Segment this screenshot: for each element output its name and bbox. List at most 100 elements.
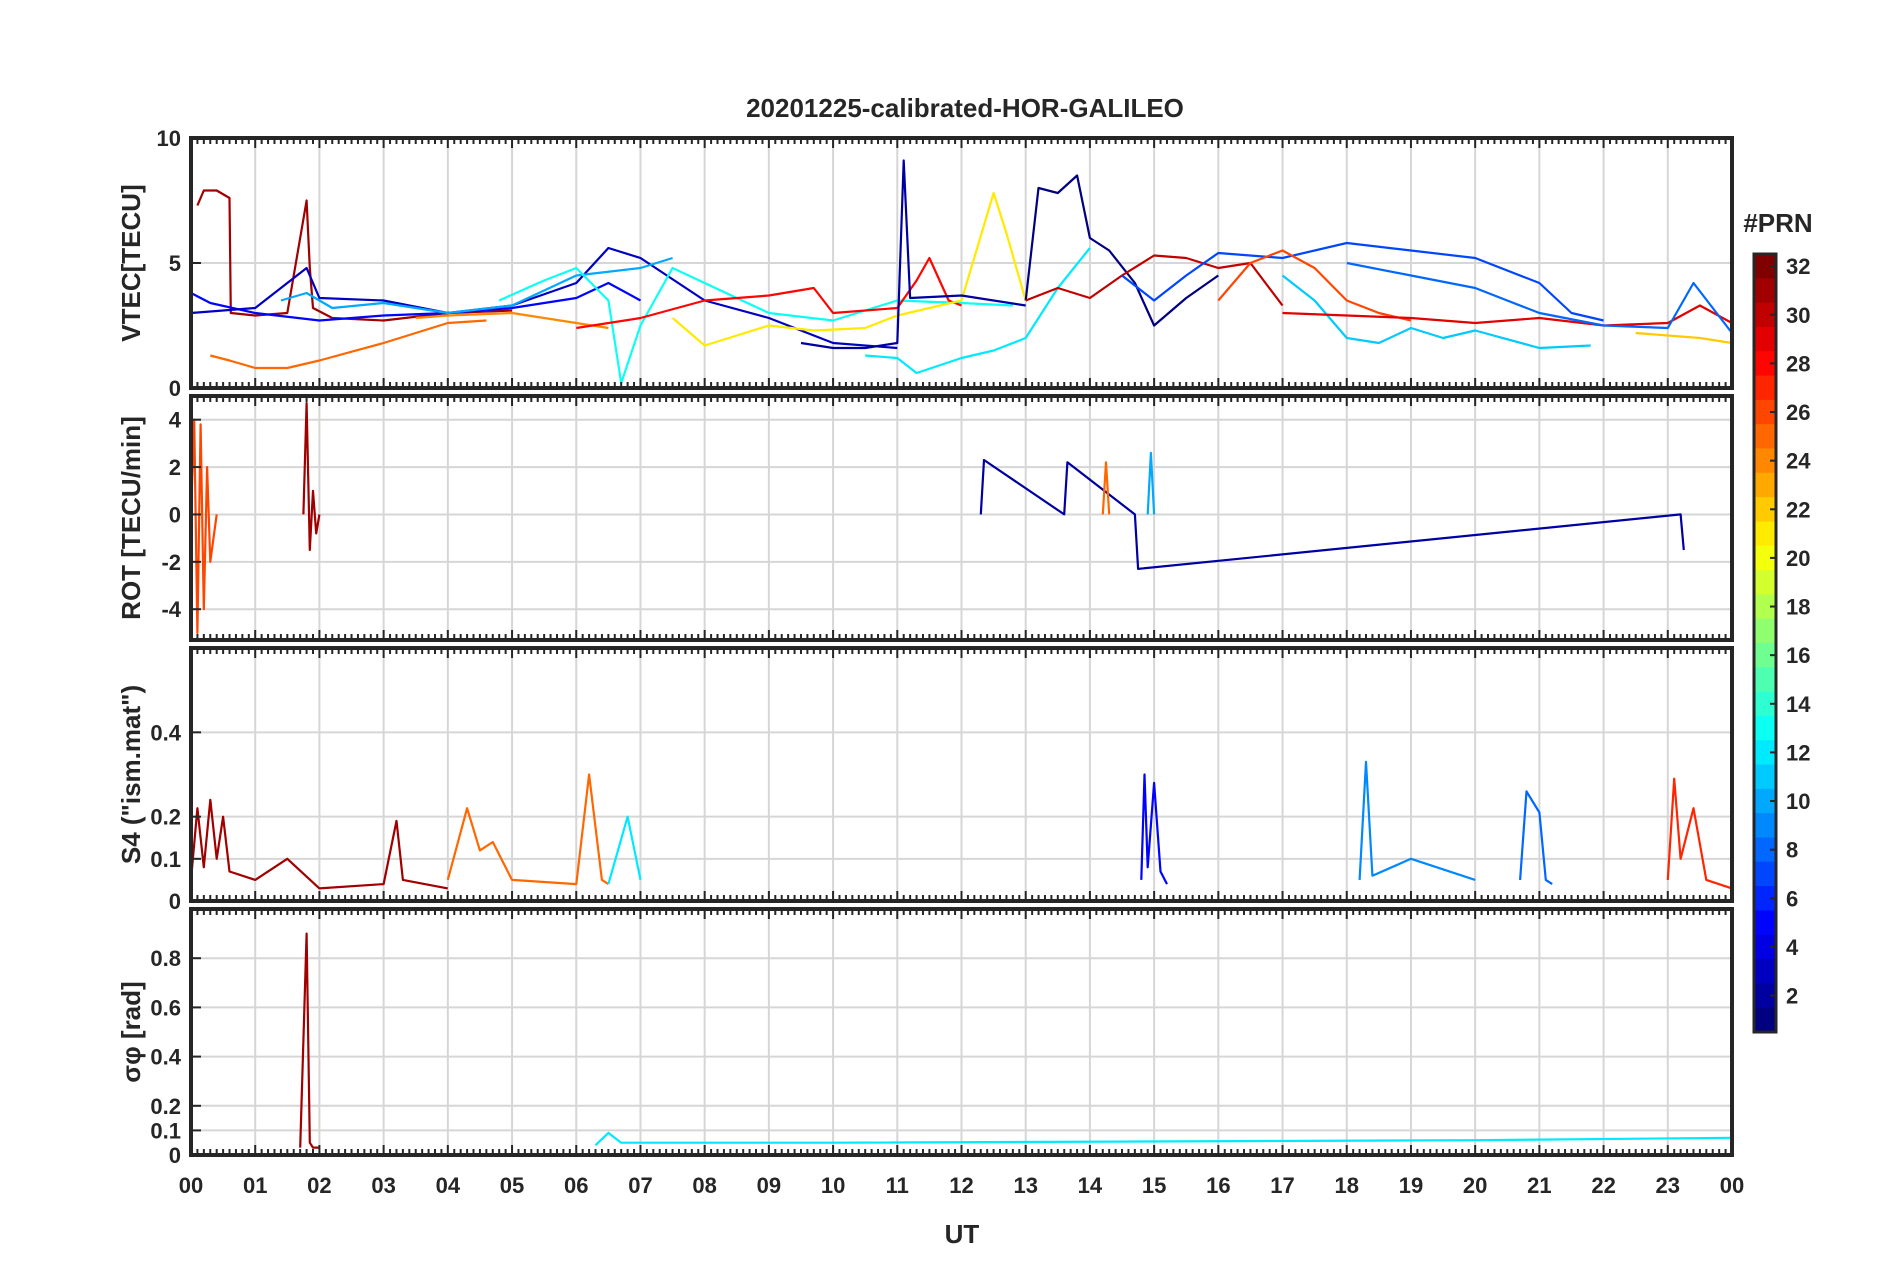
y-tick-label: 0.2 bbox=[150, 1094, 181, 1119]
colorbar-segment bbox=[1754, 545, 1776, 571]
x-tick-label: 04 bbox=[436, 1173, 461, 1198]
colorbar-tick-label: 16 bbox=[1786, 643, 1810, 668]
x-tick-label: 18 bbox=[1335, 1173, 1359, 1198]
colorbar-segment bbox=[1754, 715, 1776, 741]
colorbar-segment bbox=[1754, 448, 1776, 474]
series-line-prn-2 bbox=[800, 159, 1026, 350]
series-line-prn-31 bbox=[299, 932, 320, 1149]
series-line-prn-11 bbox=[1281, 274, 1591, 350]
colorbar-segment bbox=[1754, 302, 1776, 328]
series-line-prn-13 bbox=[498, 266, 1013, 385]
series-line-prn-3 bbox=[191, 246, 898, 350]
y-tick-label: 0.6 bbox=[150, 995, 181, 1020]
colorbar-tick-label: 28 bbox=[1786, 351, 1810, 376]
colorbar-segment bbox=[1754, 399, 1776, 425]
series-line-prn-31 bbox=[196, 189, 513, 322]
colorbar-segment bbox=[1754, 424, 1776, 450]
y-tick-label: 0.1 bbox=[150, 1118, 181, 1143]
x-tick-label: 01 bbox=[243, 1173, 267, 1198]
colorbar-segment bbox=[1754, 959, 1776, 984]
x-tick-label: 08 bbox=[692, 1173, 716, 1198]
series-line-prn-10 bbox=[280, 256, 673, 315]
panel-4: 00.10.2 0.4 0.6 0.8σφ [rad] bbox=[116, 907, 1734, 1168]
colorbar-tick-label: 26 bbox=[1786, 400, 1810, 425]
series-line-prn-30 bbox=[1025, 254, 1284, 307]
colorbar-tick-label: 12 bbox=[1786, 740, 1810, 765]
colorbar-segment bbox=[1754, 497, 1776, 523]
x-tick-label: 07 bbox=[628, 1173, 652, 1198]
x-tick-label: 00 bbox=[179, 1173, 203, 1198]
x-tick-label: 16 bbox=[1206, 1173, 1230, 1198]
x-tick-label: 00 bbox=[1720, 1173, 1744, 1198]
series-group bbox=[299, 932, 1732, 1149]
y-tick-label: 10 bbox=[157, 126, 181, 151]
colorbar-segment bbox=[1754, 472, 1776, 498]
y-tick-label: 0 bbox=[169, 889, 181, 914]
colorbar-segment bbox=[1754, 254, 1776, 279]
chart-title: 20201225-calibrated-HOR-GALILEO bbox=[746, 93, 1184, 123]
colorbar-tick-label: 24 bbox=[1786, 449, 1811, 474]
series-line-prn-31 bbox=[302, 402, 321, 552]
colorbar-segment bbox=[1754, 351, 1776, 377]
colorbar-tick-label: 30 bbox=[1786, 303, 1810, 328]
colorbar-segment bbox=[1754, 813, 1776, 839]
y-axis-label: σφ [rad] bbox=[116, 981, 146, 1082]
series-line-prn-28 bbox=[576, 256, 962, 330]
x-tick-label: 19 bbox=[1399, 1173, 1423, 1198]
colorbar-tick-label: 6 bbox=[1786, 886, 1798, 911]
y-axis-label: ROT [TECU/min] bbox=[116, 416, 146, 620]
panel-2: 4 2 0 -2 -4 ROT [TECU/min] bbox=[116, 394, 1734, 642]
colorbar-tick-label: 4 bbox=[1786, 935, 1799, 960]
colorbar-tick-label: 20 bbox=[1786, 546, 1810, 571]
series-line-prn-5 bbox=[1140, 773, 1168, 885]
colorbar-segment bbox=[1754, 667, 1776, 693]
x-tick-labels: 00 01 02 03 04 05 06 07 08 09 10 11 12 13 14 15 16 17 18 19… bbox=[179, 1173, 1744, 1198]
y-tick-label: 4 bbox=[169, 408, 182, 433]
x-tick-label: 05 bbox=[500, 1173, 524, 1198]
colorbar-segment bbox=[1754, 983, 1776, 1009]
colorbar-tick-label: 32 bbox=[1786, 254, 1810, 279]
colorbar-segment bbox=[1754, 326, 1776, 352]
y-tick-label: -2 bbox=[161, 550, 181, 575]
series-line-prn-25 bbox=[446, 773, 609, 886]
series-line-prn-1 bbox=[1024, 174, 1219, 327]
colorbar-title: #PRN bbox=[1743, 208, 1812, 238]
y-tick-label: -4 bbox=[161, 597, 181, 622]
series-group bbox=[191, 402, 1685, 635]
x-tick-label: 11 bbox=[886, 1173, 909, 1198]
y-tick-label: 0.4 bbox=[150, 1045, 181, 1070]
series-line-prn-2 bbox=[979, 458, 1685, 571]
colorbar-tick-label: 18 bbox=[1786, 595, 1810, 620]
x-tick-label: 09 bbox=[757, 1173, 781, 1198]
x-tick-label: 13 bbox=[1013, 1173, 1037, 1198]
y-tick-label: 0 bbox=[169, 1143, 181, 1168]
series-line-prn-9 bbox=[1358, 760, 1476, 881]
y-tick-label: 0 bbox=[169, 502, 181, 527]
colorbar-tick-label: 22 bbox=[1786, 497, 1810, 522]
colorbar-segment bbox=[1754, 375, 1776, 401]
y-tick-label: 0.1 bbox=[150, 847, 181, 872]
x-tick-label: 10 bbox=[821, 1173, 845, 1198]
series-line-prn-10 bbox=[1146, 451, 1156, 515]
colorbar-segment bbox=[1754, 1007, 1776, 1033]
x-tick-label: 21 bbox=[1527, 1173, 1551, 1198]
series-line-prn-31 bbox=[191, 798, 449, 890]
colorbar-segment bbox=[1754, 278, 1776, 304]
colorbar-segment bbox=[1754, 837, 1776, 863]
colorbar-segment bbox=[1754, 934, 1776, 960]
series-line-prn-29 bbox=[1282, 304, 1732, 327]
colorbar-segment bbox=[1754, 618, 1776, 644]
x-tick-label: 20 bbox=[1463, 1173, 1487, 1198]
y-axis-label: S4 ("ism.mat") bbox=[116, 685, 146, 864]
colorbar-tick-label: 10 bbox=[1786, 789, 1810, 814]
series-line-prn-7 bbox=[1121, 241, 1604, 322]
x-tick-label: 17 bbox=[1270, 1173, 1294, 1198]
series-line-prn-21 bbox=[671, 191, 1027, 347]
y-tick-label: 0.4 bbox=[150, 720, 181, 745]
x-axis-label: UT bbox=[945, 1219, 980, 1249]
y-axis-label: VTEC[TECU] bbox=[116, 184, 146, 341]
colorbar-frame bbox=[1752, 252, 1778, 1034]
colorbar-segment bbox=[1754, 764, 1776, 790]
